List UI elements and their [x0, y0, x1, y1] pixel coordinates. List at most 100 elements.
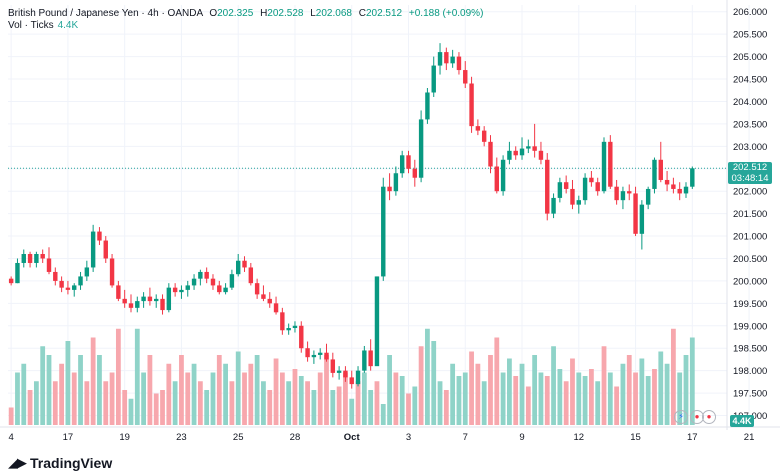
volume-bar	[532, 355, 538, 425]
candle	[658, 141, 663, 183]
x-tick-label: 9	[519, 432, 524, 443]
candle-body	[570, 188, 575, 205]
volume-bar	[223, 363, 228, 425]
candle-body	[84, 267, 90, 277]
candle	[46, 247, 52, 275]
tradingview-logo[interactable]: ◢▶ TradingView	[8, 455, 112, 471]
candle-body	[103, 240, 108, 259]
candle	[614, 179, 619, 205]
time-axis[interactable]: 4 17 19 23 25 28 Oct 3 7 9 12 15 17 21	[9, 432, 755, 443]
candle-body	[172, 287, 178, 293]
volume-bar	[59, 363, 65, 425]
candle	[652, 157, 657, 194]
candle-body	[116, 285, 121, 299]
volume-bar	[639, 358, 645, 425]
volume-bar	[488, 355, 493, 425]
candle	[671, 177, 676, 194]
candle-body	[317, 352, 323, 355]
candle-body	[362, 350, 367, 371]
change-value: +0.188 (+0.09%)	[408, 8, 484, 19]
volume-bar	[216, 355, 222, 425]
volume-value: 4.4K	[57, 20, 79, 31]
candle	[311, 350, 317, 364]
candle	[563, 175, 569, 194]
volume-bar	[317, 372, 323, 425]
candle-body	[582, 177, 588, 201]
candle	[488, 135, 493, 174]
volume-bar	[425, 328, 430, 425]
candle	[582, 173, 588, 205]
candle	[532, 123, 537, 158]
candle	[15, 258, 20, 284]
volume-bar	[286, 381, 292, 425]
candle-body	[519, 148, 525, 156]
record-icon-2[interactable]: ●	[702, 410, 716, 424]
candle	[469, 76, 474, 133]
y-tick-label: 203.500	[733, 119, 767, 130]
volume-bar	[462, 372, 468, 425]
volume-bar	[267, 390, 273, 425]
volume-bar	[122, 390, 128, 425]
candle-body	[210, 278, 216, 286]
high-value: 202.528	[267, 8, 304, 19]
volume-bar	[645, 376, 651, 425]
last-price-tag: 202.512 03:48:14	[728, 162, 772, 184]
volume-tag: 4.4K	[730, 415, 754, 427]
candle	[664, 171, 670, 192]
candle-body	[652, 159, 657, 189]
candle	[59, 276, 64, 293]
candle-body	[185, 285, 190, 290]
candle-body	[217, 285, 222, 293]
volume-bar	[475, 363, 481, 425]
candle	[109, 254, 115, 288]
volume-bar	[683, 355, 689, 425]
candle	[53, 267, 58, 286]
volume-bar	[84, 381, 90, 425]
candle	[475, 119, 481, 136]
volume-bar	[551, 346, 556, 425]
lightning-icon[interactable]: ⚡	[674, 410, 688, 424]
candle	[481, 126, 487, 147]
candle	[494, 157, 500, 194]
tradingview-mark-icon: ◢▶	[8, 455, 27, 470]
x-tick-label: 25	[233, 432, 244, 443]
candle-body	[412, 168, 418, 178]
candle	[589, 171, 594, 187]
candle-body	[242, 260, 247, 268]
candle-body	[374, 276, 380, 367]
open-label: O	[209, 8, 218, 19]
candle	[463, 61, 468, 88]
candle	[677, 182, 682, 201]
volume-bar	[380, 404, 386, 425]
candle	[690, 166, 695, 189]
candle-body	[141, 296, 146, 302]
candle	[204, 267, 209, 284]
volume-bar	[179, 355, 184, 425]
volume-bar	[576, 372, 582, 425]
x-tick-label: 7	[463, 432, 468, 443]
volume-bar	[305, 381, 310, 425]
candle	[65, 280, 71, 295]
volume-bar	[235, 351, 241, 425]
candle	[620, 186, 626, 210]
candle-body	[355, 370, 361, 385]
volume-bar	[172, 381, 178, 425]
volume-bar	[456, 376, 462, 425]
candle-body	[267, 298, 272, 304]
volume-bar	[658, 351, 664, 425]
candle-body	[627, 191, 632, 194]
volume-bar	[160, 390, 165, 425]
candle	[223, 283, 228, 295]
volume-bar	[443, 390, 449, 425]
volume-bar	[273, 358, 279, 425]
volume-bar	[166, 363, 172, 425]
price-axis[interactable]: 206.000 205.500 205.000 204.500 204.000 203.5…	[733, 7, 767, 422]
candle-body	[399, 155, 405, 174]
volume-bar	[147, 355, 153, 425]
candle-body	[671, 184, 676, 189]
candle-body	[690, 168, 695, 187]
volume-bar	[97, 355, 102, 425]
volume-bar	[311, 390, 317, 425]
candle	[393, 166, 399, 196]
